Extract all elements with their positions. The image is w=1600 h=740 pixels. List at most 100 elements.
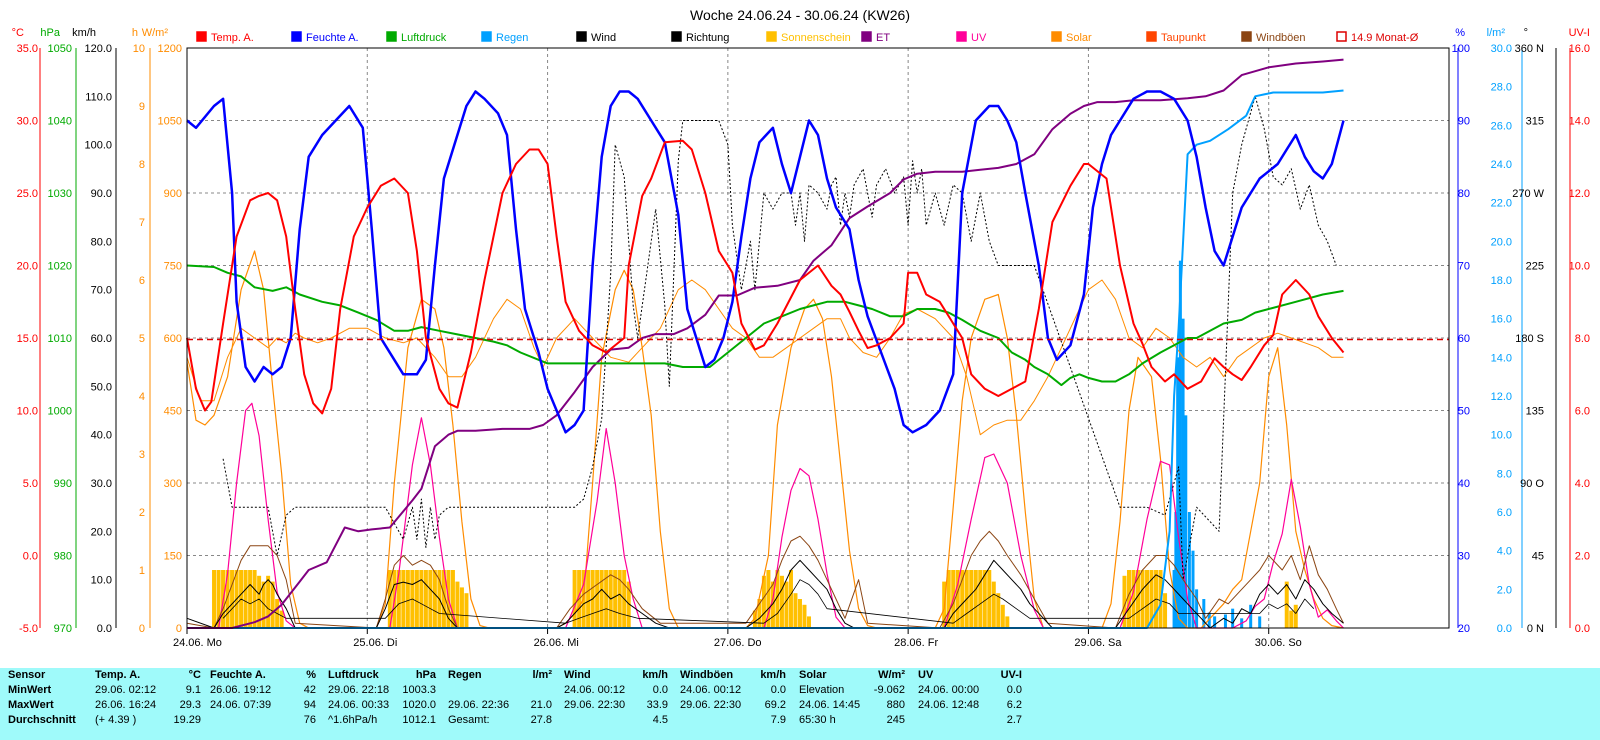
- sunshine-bar-7: [243, 570, 248, 628]
- sunshine-bar-76: [1126, 570, 1131, 628]
- axis-0-tick-6: 5.0: [23, 478, 38, 490]
- axis-2-tick-2: 100.0: [84, 140, 112, 152]
- legend-swatch-8: [956, 31, 967, 42]
- axis-4-tick-5: 450: [164, 406, 182, 418]
- pressure-series: [186, 264, 1344, 387]
- axis-2-tick-5: 70.0: [91, 285, 112, 297]
- axis-1-tick-5: 1000: [48, 406, 72, 418]
- rain-bar-10: [1207, 612, 1211, 628]
- axis-5-tick-8: 20: [1458, 623, 1470, 635]
- summary-temp-avg: (+ 4.39 ) 19.29: [95, 714, 201, 726]
- sunshine-bar-51: [770, 581, 775, 628]
- axis-6-tick-12: 6.0: [1497, 507, 1512, 519]
- legend-label-3: Regen: [496, 32, 528, 44]
- sunshine-bar-11: [261, 581, 266, 628]
- rain-bar-8: [1195, 589, 1199, 628]
- sunshine-bar-33: [464, 593, 469, 628]
- summary-solar-min: Elevation -9.062: [799, 684, 905, 696]
- sunshine-bar-34: [572, 570, 577, 628]
- et-series: [187, 58, 1344, 629]
- sunshine-bar-24: [423, 570, 428, 628]
- sunshine-bar-22: [414, 570, 419, 628]
- axis-5-tick-4: 60: [1458, 333, 1470, 345]
- sunshine-bar-16: [387, 570, 392, 628]
- summary-solar: Solar W/m² Elevation -9.062 24.06. 14:45 88…: [799, 668, 909, 740]
- axis-6-tick-3: 24.0: [1491, 159, 1512, 171]
- sunshine-bar-63: [955, 570, 960, 628]
- summary-hum-max: 24.06. 07:39 94: [210, 699, 316, 711]
- sunshine-bar-68: [978, 570, 983, 628]
- summary-temp-max: 26.06. 16:24 29.3: [95, 699, 201, 711]
- summary-wind-avg: 4.5: [652, 714, 668, 726]
- axis-2-tick-0: 120.0: [84, 43, 112, 55]
- rain-bar-3: [1178, 260, 1182, 628]
- sunshine-bar-0: [212, 570, 217, 628]
- axis-7-tick-3: 225: [1526, 261, 1544, 273]
- axis-4-tick-8: 0: [176, 623, 182, 635]
- sunshine-bar-52: [775, 570, 780, 628]
- summary-uv: UV UV-I 24.06. 00:00 0.0 24.06. 12:48 6.2 2…: [918, 668, 1026, 740]
- wind2-series: [222, 579, 1315, 624]
- axis-6-tick-8: 14.0: [1491, 352, 1512, 364]
- sunshine-bar-67: [973, 570, 978, 628]
- rain-bar-6: [1187, 512, 1191, 628]
- axis-6-tick-1: 28.0: [1491, 82, 1512, 94]
- axis-7-tick-5: 135: [1526, 406, 1544, 418]
- rain-bar-13: [1231, 608, 1235, 628]
- summary-solar-max: 24.06. 14:45 880: [799, 699, 905, 711]
- summary-wind-min: 24.06. 00:12 0.0: [564, 684, 668, 696]
- legend-label-7: ET: [876, 32, 890, 44]
- axis-3-tick-3: 7: [139, 217, 145, 229]
- wind-series: [186, 559, 1344, 629]
- summary-label-max: MaxWert: [8, 699, 54, 711]
- axis-2-tick-12: 0.0: [97, 623, 112, 635]
- axis-0-tick-5: 10.0: [17, 406, 38, 418]
- legend-swatch-0: [196, 31, 207, 42]
- sunshine-bar-9: [252, 570, 257, 628]
- summary-rain-avg: Gesamt: 27.8: [448, 714, 552, 726]
- axis-0-tick-4: 15.0: [17, 333, 38, 345]
- sunshine-bar-64: [960, 570, 965, 628]
- axis-unit-3: h: [132, 27, 138, 39]
- rain-bar-4: [1181, 318, 1185, 628]
- temperature-series: [186, 139, 1345, 415]
- sunshine-bar-3: [225, 570, 230, 628]
- axis-4-tick-7: 150: [164, 551, 182, 563]
- axis-5-tick-1: 90: [1458, 116, 1470, 128]
- axis-4-tick-1: 1050: [158, 116, 182, 128]
- sunshine-bar-10: [257, 575, 262, 628]
- sunshine-bar-26: [432, 570, 437, 628]
- sunshine-bar-49: [761, 575, 766, 628]
- sunshine-bar-8: [248, 570, 253, 628]
- axis-4-tick-3: 750: [164, 261, 182, 273]
- summary-temp-head: Temp. A. °C: [95, 669, 201, 681]
- summary-row-labels: Sensor MinWert MaxWert Durchschnitt: [8, 668, 88, 740]
- sunshine-bar-30: [450, 570, 455, 628]
- axes-layer: 24.06. Mo 25.06. Di 26.06. Mi 27.06. Do 28.0…: [12, 27, 1590, 649]
- axis-unit-5: %: [1455, 27, 1465, 39]
- legend-swatch-7: [861, 31, 872, 42]
- axis-5-tick-3: 70: [1458, 261, 1470, 273]
- axis-6-tick-15: 0.0: [1497, 623, 1512, 635]
- axis-8-tick-8: 0.0: [1575, 623, 1590, 635]
- summary-label-min: MinWert: [8, 684, 52, 696]
- axis-6-tick-13: 4.0: [1497, 546, 1512, 558]
- axis-8-tick-1: 14.0: [1569, 116, 1590, 128]
- axis-4-tick-2: 900: [164, 188, 182, 200]
- legend-swatch-5: [671, 31, 682, 42]
- axis-6-tick-0: 30.0: [1491, 43, 1512, 55]
- axis-8-tick-3: 10.0: [1569, 261, 1590, 273]
- axis-1-tick-4: 1010: [48, 333, 72, 345]
- axis-0-tick-2: 25.0: [17, 188, 38, 200]
- sunshine-bar-55: [788, 570, 793, 628]
- axis-unit-1: hPa: [40, 27, 60, 39]
- legend-swatch-12: [1336, 31, 1347, 42]
- sunshine-bar-79: [1140, 570, 1145, 628]
- axis-unit-7: °: [1524, 27, 1528, 39]
- x-label-3: 27.06. Do: [714, 637, 762, 649]
- axis-8-tick-6: 4.0: [1575, 478, 1590, 490]
- summary-solar-avg: 65:30 h 245: [799, 714, 905, 726]
- summary-press-head: Luftdruck hPa: [328, 669, 436, 681]
- sunshine-bar-57: [797, 599, 802, 628]
- axis-1-tick-1: 1040: [48, 116, 72, 128]
